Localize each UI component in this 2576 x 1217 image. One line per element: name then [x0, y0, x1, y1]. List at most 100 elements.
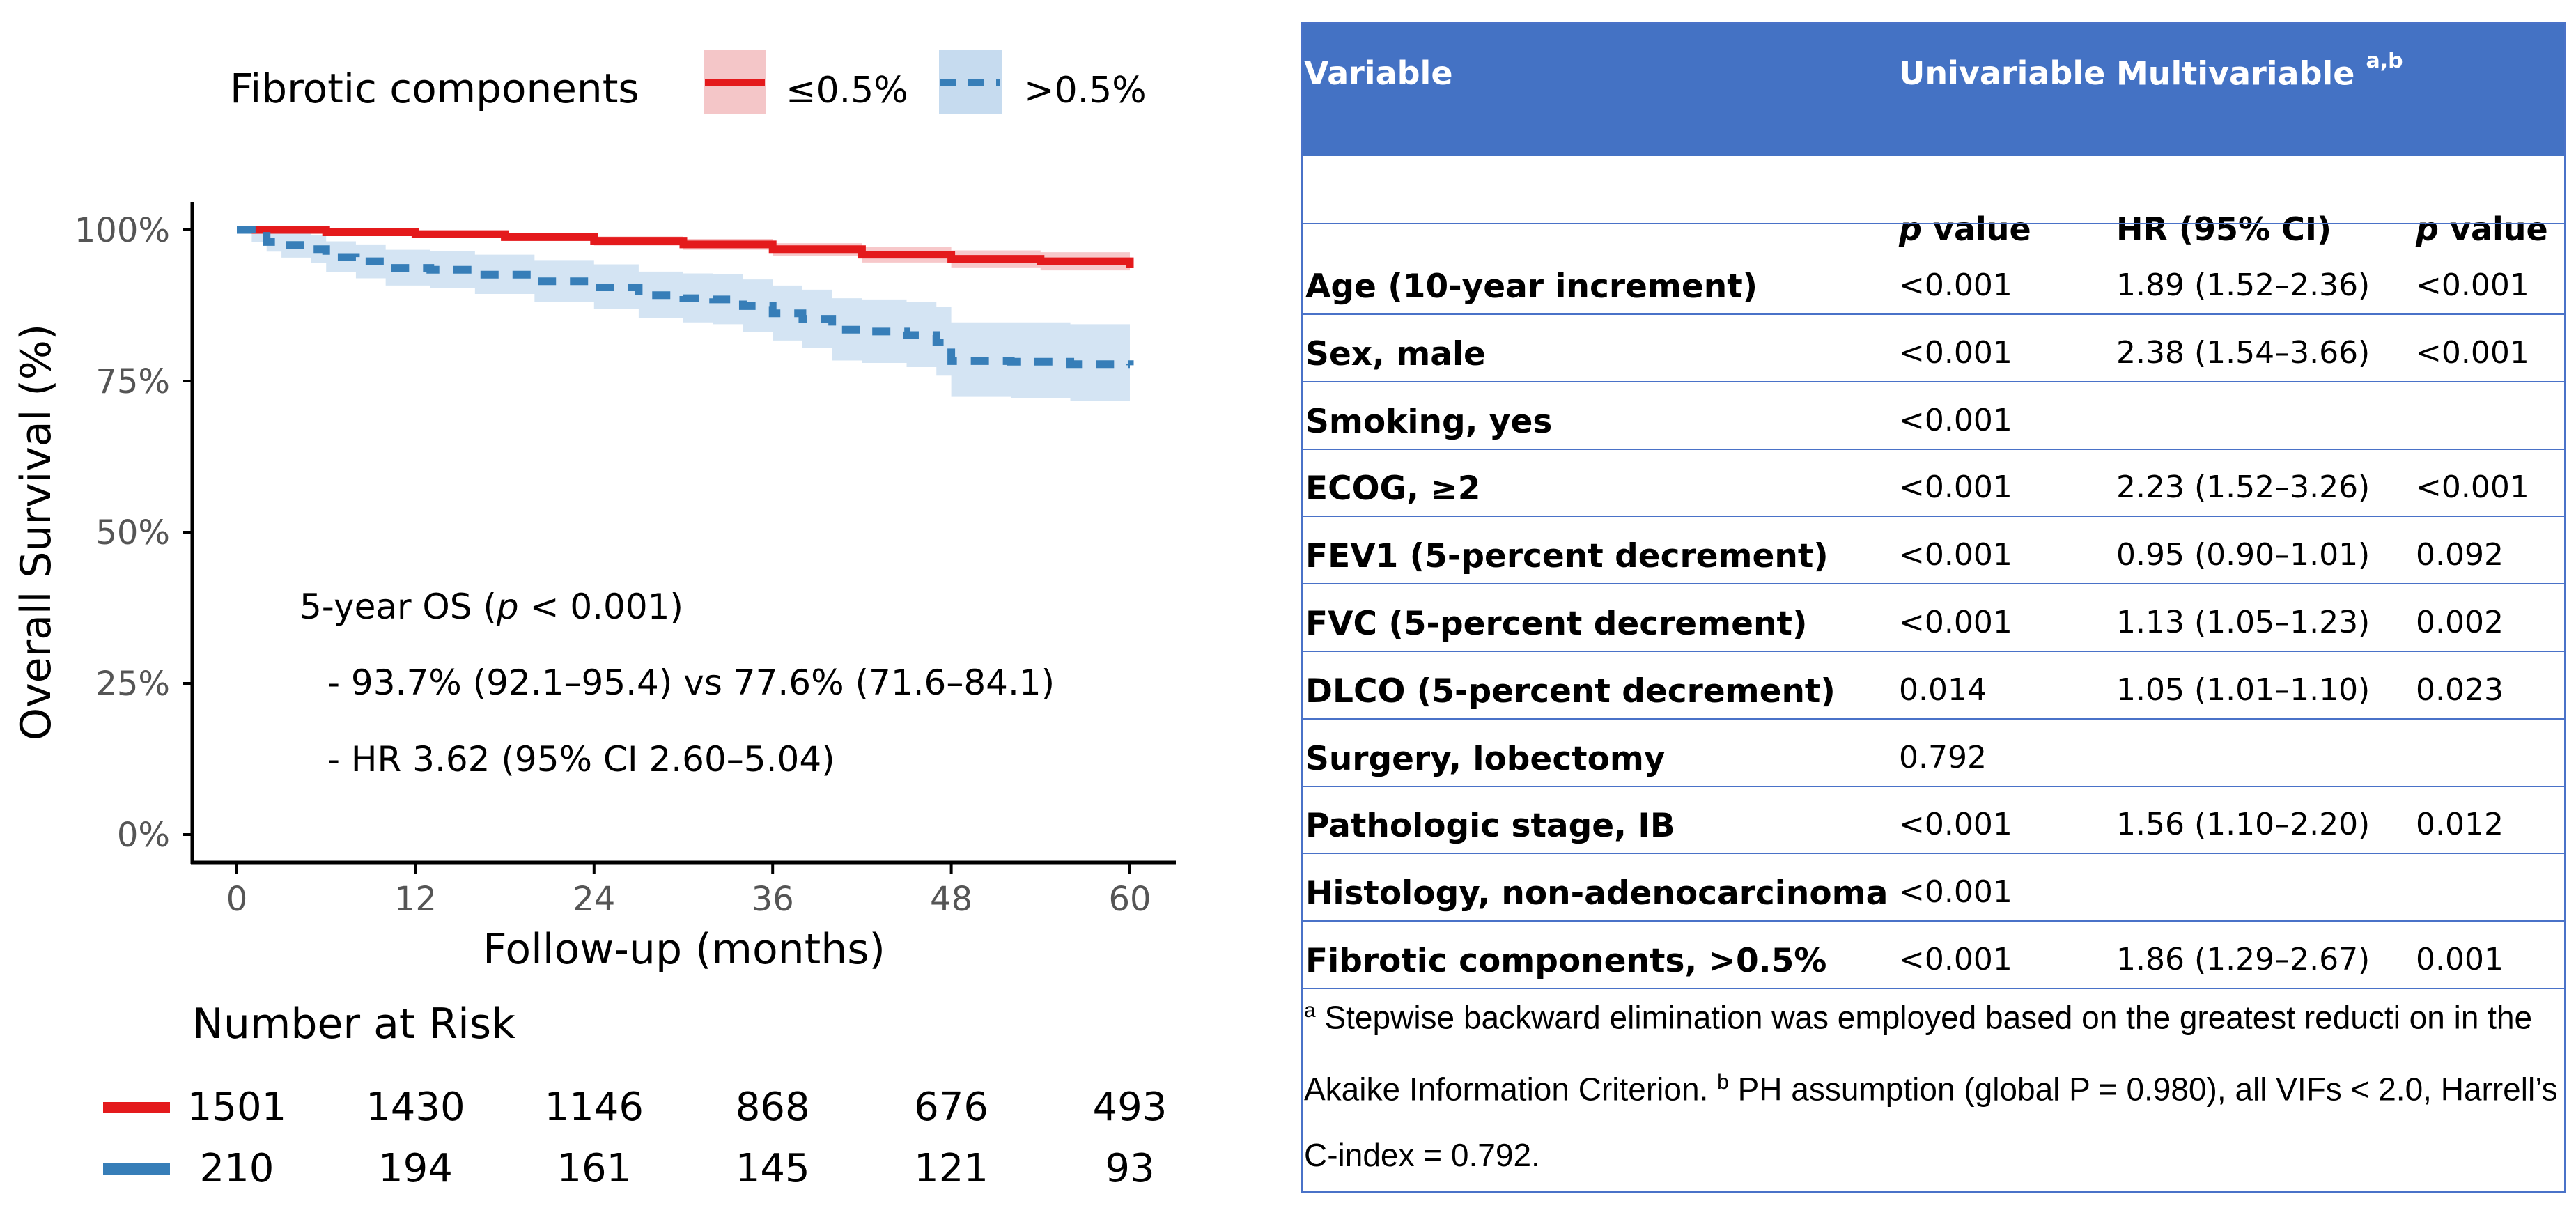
- table-row: FEV1 (5-percent decrement) <0.001 0.95 (0.…: [1303, 518, 2564, 584]
- x-tick-label: 48: [930, 880, 972, 919]
- cell-uni-p: <0.001: [1899, 807, 2012, 843]
- survival-line-low: [237, 226, 1134, 268]
- cell-variable: Smoking, yes: [1305, 402, 1553, 441]
- cell-hr: 1.05 (1.01–1.10): [2116, 672, 2371, 708]
- survival-curves: [237, 226, 1134, 402]
- row-divider: [1303, 920, 2564, 922]
- subheader-hr: HR (95% CI): [2116, 210, 2331, 248]
- table-header: Variable Univariable Multivariable a,b: [1303, 24, 2564, 156]
- y-tick-label: 0%: [117, 816, 170, 855]
- cell-variable: Pathologic stage, IB: [1305, 807, 1675, 846]
- legend-title: Fibrotic components: [230, 65, 639, 112]
- row-divider: [1303, 516, 2564, 518]
- row-divider: [1303, 313, 2564, 315]
- cell-uni-p: <0.001: [1899, 874, 2012, 910]
- divider: [1303, 223, 2564, 224]
- risk-count: 93: [1105, 1146, 1154, 1191]
- annotation-line1: 5-year OS (p < 0.001): [300, 587, 683, 627]
- cell-uni-p: <0.001: [1899, 402, 2012, 438]
- y-tick-label: 75%: [95, 362, 170, 401]
- col-univariable: Univariable: [1899, 54, 2106, 92]
- cell-uni-p: <0.001: [1899, 537, 2012, 573]
- cell-variable: FEV1 (5-percent decrement): [1305, 537, 1829, 576]
- cell-hr: 1.89 (1.52–2.36): [2116, 268, 2371, 303]
- annotation-line2: - 93.7% (92.1–95.4) vs 77.6% (71.6–84.1): [327, 662, 1055, 703]
- cell-uni-p: 0.014: [1899, 672, 1987, 708]
- cell-multi-p: <0.001: [2416, 268, 2529, 303]
- cell-variable: ECOG, ≥2: [1305, 470, 1481, 509]
- x-ticks: 0 12 24 36 48 60: [226, 862, 1151, 919]
- risk-count: 145: [736, 1146, 810, 1191]
- cell-hr: 2.38 (1.54–3.66): [2116, 334, 2371, 371]
- risk-count: 1501: [187, 1085, 287, 1130]
- cell-hr: 1.56 (1.10–2.20): [2116, 807, 2371, 843]
- cell-multi-p: 0.023: [2416, 672, 2504, 708]
- subheader-multi-p: p value: [2416, 210, 2548, 248]
- regression-table: Variable Univariable Multivariable a,b p…: [1301, 22, 2566, 1193]
- cell-variable: FVC (5-percent decrement): [1305, 605, 1808, 643]
- risk-table-title: Number at Risk: [192, 1000, 515, 1048]
- table-row: Fibrotic components, >0.5% <0.001 1.86 (1.…: [1303, 922, 2564, 989]
- table-row: FVC (5-percent decrement) <0.001 1.13 (1.0…: [1303, 585, 2564, 652]
- subheader-uni-p: p value: [1899, 210, 2031, 248]
- table-row: Histology, non-adenocarcinoma <0.001: [1303, 855, 2564, 922]
- cell-variable: Histology, non-adenocarcinoma: [1305, 874, 1888, 913]
- cell-uni-p: <0.001: [1899, 942, 2012, 977]
- table-row: Smoking, yes <0.001: [1303, 383, 2564, 450]
- table-row: Surgery, lobectomy 0.792: [1303, 720, 2564, 787]
- y-ticks: 0% 25% 50% 75% 100%: [75, 211, 192, 855]
- row-divider: [1303, 785, 2564, 787]
- cell-multi-p: <0.001: [2416, 470, 2529, 506]
- risk-rows: 1501 1430 1146 868 676 493 210 194 161 145 121 93: [103, 1085, 1167, 1191]
- cell-variable: Sex, male: [1305, 334, 1486, 373]
- row-divider: [1303, 988, 2564, 989]
- km-chart: Fibrotic components ≤0.5% >0.5% 0% 25% 50%…: [12, 50, 1176, 1191]
- col-variable: Variable: [1304, 54, 1453, 92]
- x-tick-label: 0: [226, 880, 248, 919]
- cell-uni-p: 0.792: [1899, 739, 1987, 775]
- table-row: Age (10-year increment) <0.001 1.89 (1.52–…: [1303, 248, 2564, 315]
- risk-count: 121: [914, 1146, 988, 1191]
- row-divider: [1303, 651, 2564, 652]
- cell-multi-p: 0.002: [2416, 605, 2504, 640]
- cell-uni-p: <0.001: [1899, 334, 2012, 371]
- cell-multi-p: 0.012: [2416, 807, 2504, 843]
- legend: Fibrotic components ≤0.5% >0.5%: [230, 50, 1147, 114]
- risk-count: 210: [200, 1146, 274, 1191]
- y-tick-label: 25%: [95, 665, 170, 704]
- x-axis-label: Follow-up (months): [483, 925, 885, 974]
- cell-variable: Age (10-year increment): [1305, 268, 1758, 306]
- table-footnote: a Stepwise backward elimination was empl…: [1304, 999, 2558, 1173]
- cell-multi-p: 0.001: [2416, 942, 2504, 977]
- cell-multi-p: <0.001: [2416, 334, 2529, 371]
- cell-multi-p: 0.092: [2416, 537, 2504, 573]
- col-multivariable: Multivariable a,b: [2116, 49, 2403, 93]
- risk-count: 676: [914, 1085, 988, 1130]
- table-row: Pathologic stage, IB <0.001 1.56 (1.10–2.2…: [1303, 787, 2564, 854]
- cell-variable: Surgery, lobectomy: [1305, 739, 1666, 778]
- x-tick-label: 60: [1108, 880, 1151, 919]
- cell-variable: Fibrotic components, >0.5%: [1305, 942, 1827, 980]
- legend-label-high: >0.5%: [1024, 70, 1147, 111]
- risk-count: 493: [1093, 1085, 1167, 1130]
- y-tick-label: 50%: [95, 513, 170, 552]
- row-divider: [1303, 853, 2564, 855]
- cell-variable: DLCO (5-percent decrement): [1305, 672, 1836, 711]
- risk-count: 1146: [545, 1085, 644, 1130]
- cell-hr: 1.86 (1.29–2.67): [2116, 942, 2371, 977]
- annotation-line3: - HR 3.62 (95% CI 2.60–5.04): [327, 739, 835, 780]
- cell-uni-p: <0.001: [1899, 470, 2012, 506]
- cell-hr: 2.23 (1.52–3.26): [2116, 470, 2371, 506]
- row-divider: [1303, 583, 2564, 585]
- survival-line-high: [237, 226, 1134, 369]
- row-divider: [1303, 718, 2564, 720]
- risk-count: 161: [557, 1146, 631, 1191]
- table-row: ECOG, ≥2 <0.001 2.23 (1.52–3.26) <0.001: [1303, 450, 2564, 517]
- x-tick-label: 24: [573, 880, 615, 919]
- os-annotation: 5-year OS (p < 0.001) - 93.7% (92.1–95.4…: [300, 587, 1055, 780]
- y-axis-label: Overall Survival (%): [12, 324, 61, 741]
- x-tick-label: 12: [394, 880, 437, 919]
- risk-count: 868: [736, 1085, 810, 1130]
- table-row: Sex, male <0.001 2.38 (1.54–3.66) <0.001: [1303, 316, 2564, 382]
